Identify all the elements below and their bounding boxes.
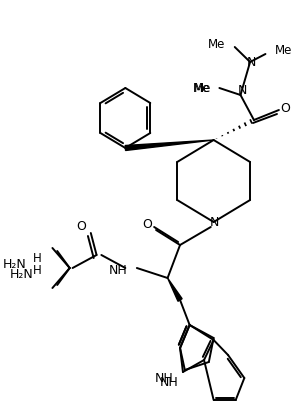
Text: H₂N: H₂N	[10, 268, 33, 281]
Text: Me: Me	[208, 38, 225, 51]
Text: NH: NH	[109, 263, 127, 276]
Text: O: O	[142, 217, 152, 230]
Text: Me: Me	[192, 82, 210, 94]
Text: H: H	[33, 252, 41, 265]
Text: Me: Me	[275, 43, 292, 56]
Polygon shape	[125, 140, 214, 150]
Text: NH: NH	[154, 372, 173, 385]
Text: H: H	[33, 263, 41, 276]
Text: O: O	[76, 219, 86, 232]
Text: N: N	[246, 56, 256, 69]
Text: Me: Me	[194, 82, 212, 94]
Polygon shape	[168, 278, 182, 301]
Text: N: N	[238, 84, 247, 97]
Text: O: O	[281, 102, 290, 115]
Text: N: N	[210, 217, 219, 229]
Text: NH: NH	[160, 375, 179, 388]
Text: H₂N: H₂N	[3, 257, 26, 270]
